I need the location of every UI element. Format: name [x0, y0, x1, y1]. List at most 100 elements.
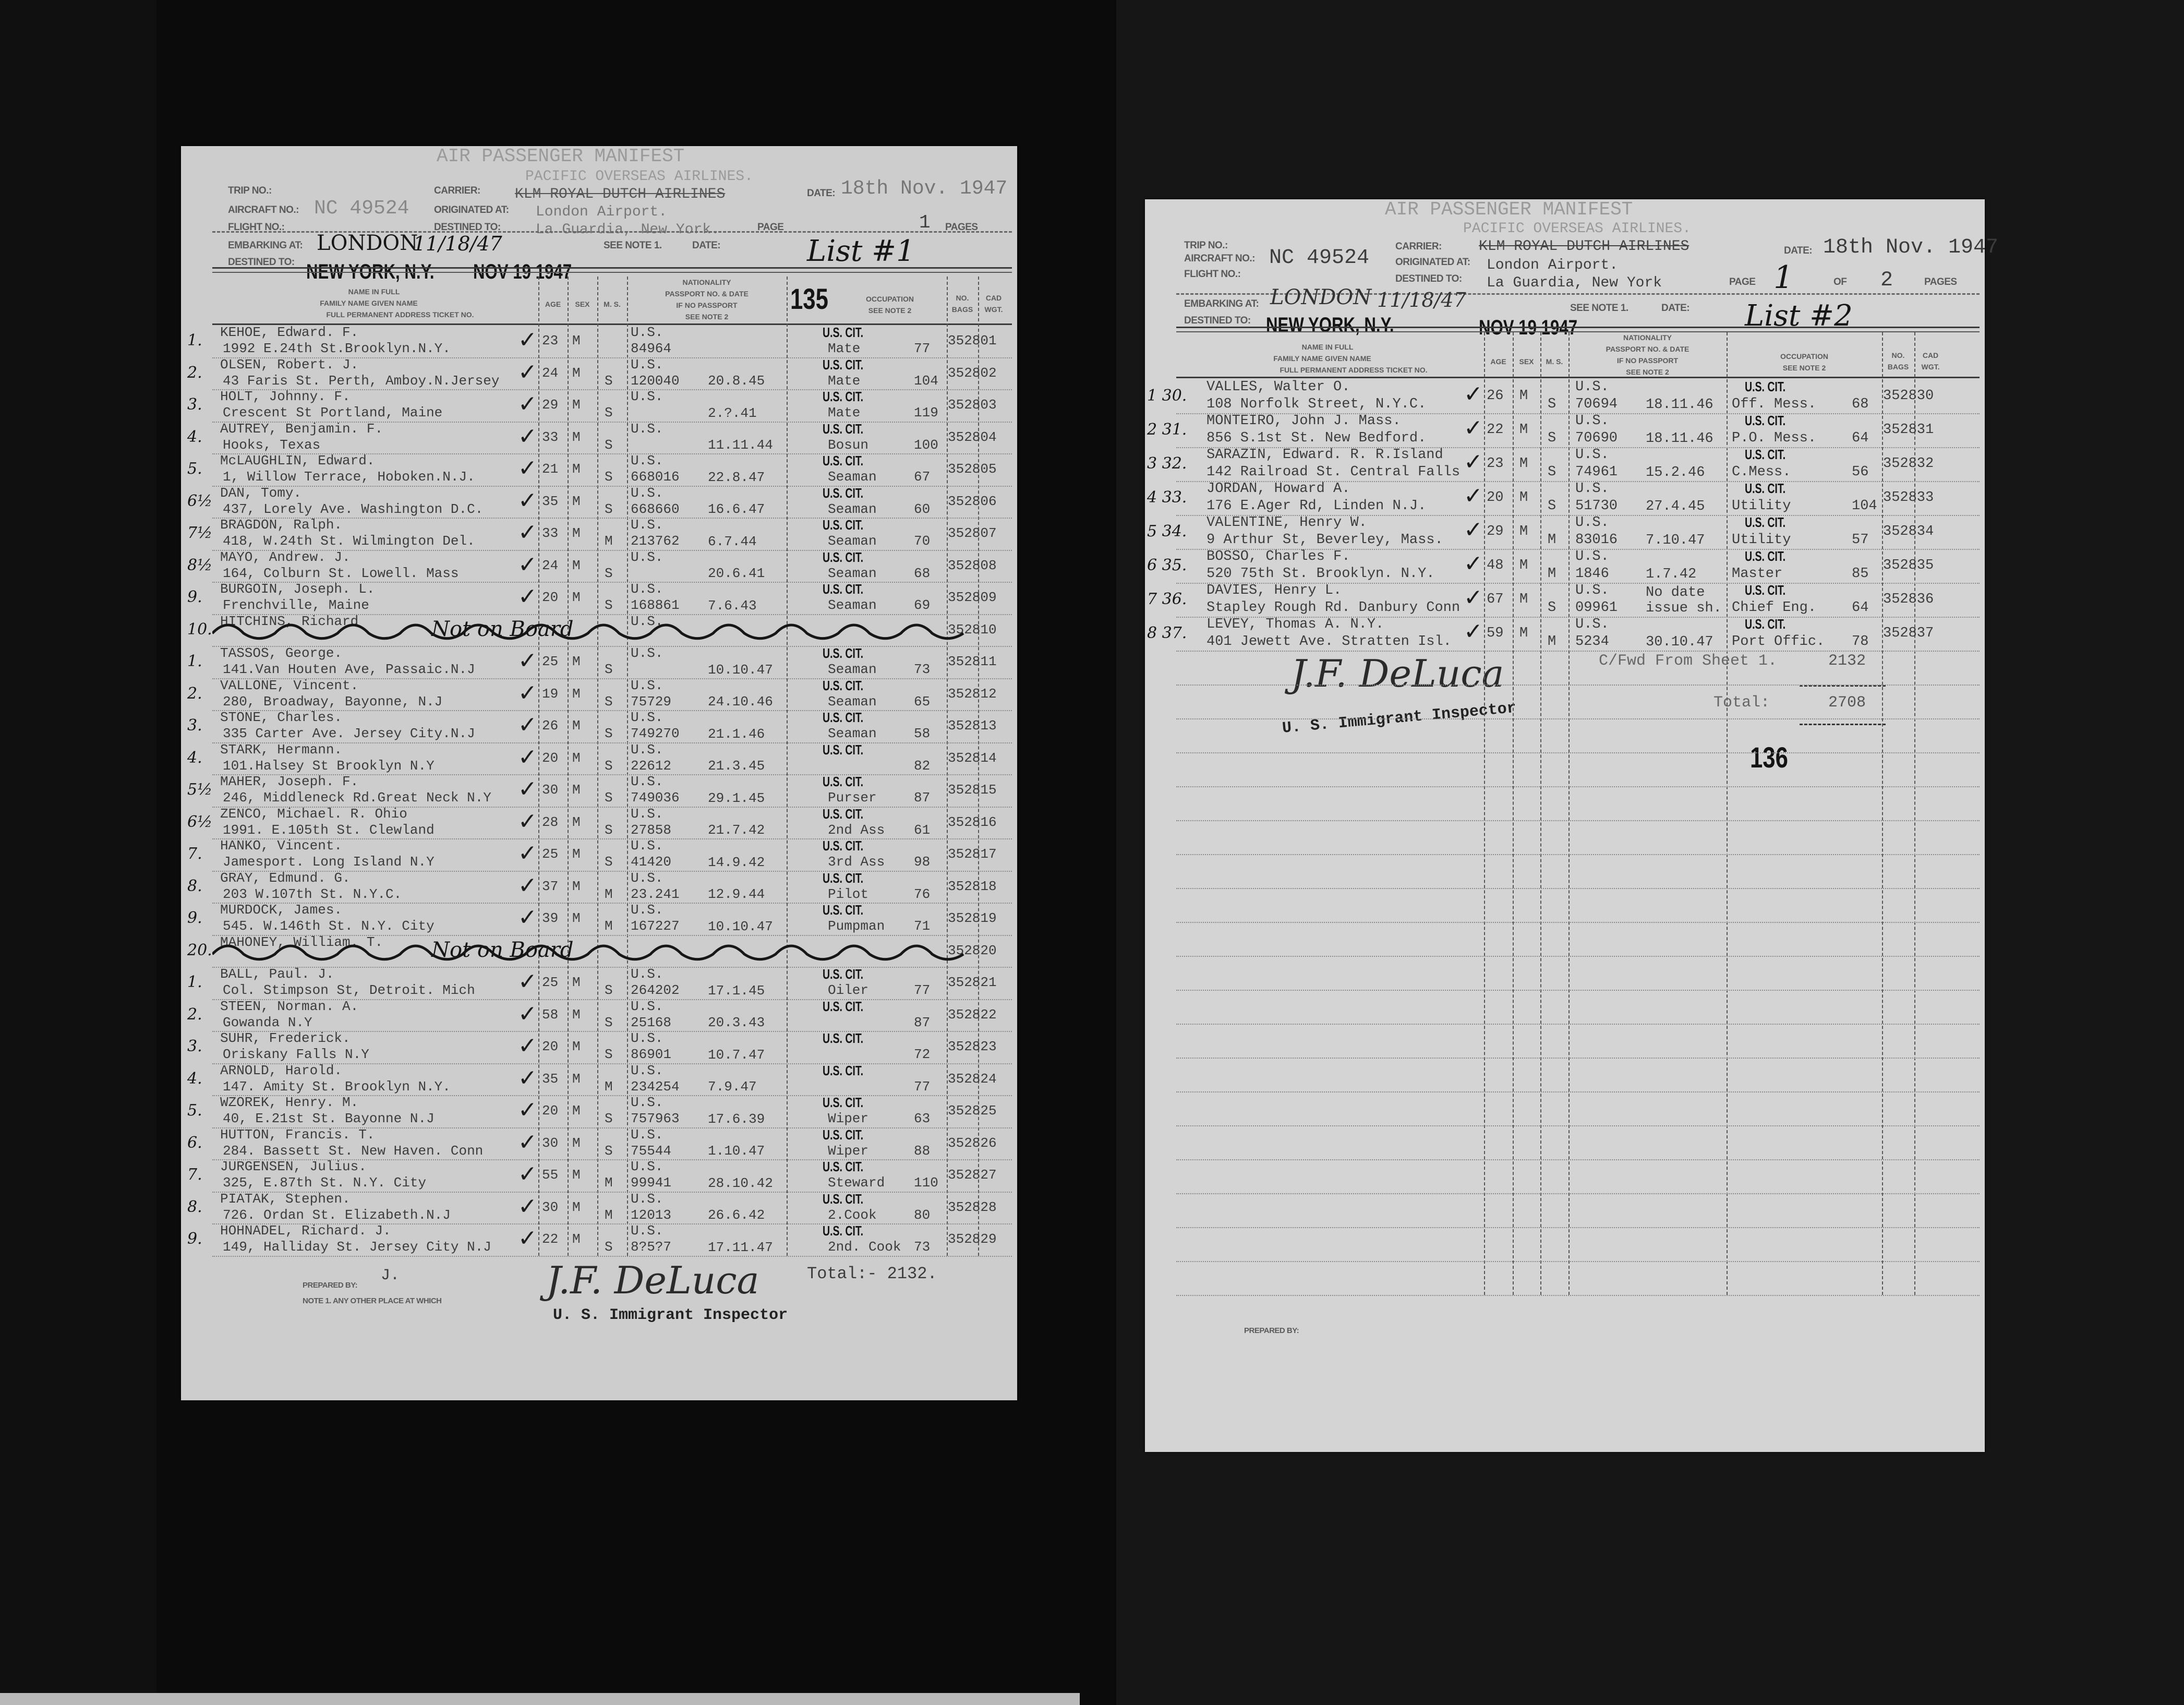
col-header-see-note-2: SEE NOTE 2 [685, 313, 729, 321]
passenger-address: 726. Ordan St. Elizabeth.N.J [223, 1207, 451, 1223]
row-rule [212, 1095, 1012, 1096]
fare-amount: 56 [1852, 464, 1869, 480]
occupation: Seaman [828, 662, 877, 677]
passenger-age: 30 [542, 782, 559, 798]
row-number: 7½ [187, 524, 213, 542]
passenger-age: 20 [1487, 490, 1504, 506]
row-number: 7 36. [1147, 590, 1187, 608]
passport-date: 11.11.44 [708, 437, 773, 453]
passenger-row: 6½ DAN, Tomy. 437, Lorely Ave. Washington … [181, 485, 1017, 518]
passenger-row: 4 33. JORDAN, Howard A. 176 E.Ager Rd, Lin… [1145, 481, 1985, 515]
fare-amount: 77 [914, 1078, 931, 1095]
column-divider [1568, 332, 1570, 1295]
passenger-row: 4. STARK, Hermann. 101.Halsey St Brooklyn … [181, 742, 1017, 775]
col-header-address-ticket: FULL PERMANENT ADDRESS TICKET NO. [326, 310, 474, 319]
passenger-name: MAHER, Joseph. F. [220, 774, 359, 789]
fare-amount: 82 [914, 758, 931, 774]
col-header-no-passport: IF NO PASSPORT [1616, 356, 1679, 365]
ticket-number: 352828 [948, 1199, 997, 1215]
nationality: U.S. [631, 774, 663, 789]
ticket-number: 352831 [1883, 422, 1934, 438]
column-divider [627, 277, 628, 1256]
row-rule [1176, 1159, 1980, 1160]
occupation: Chief Eng. [1732, 600, 1817, 616]
fare-amount: 100 [914, 437, 938, 453]
occupation: Wiper [828, 1111, 869, 1126]
sheet-number-stamp: 135 [790, 282, 828, 315]
passport-date: 16.6.47 [708, 501, 765, 517]
row-rule [1176, 515, 1980, 516]
date-label: DATE: [807, 188, 836, 199]
occupation: Port Offic. [1732, 634, 1825, 650]
row-rule [212, 1031, 1012, 1032]
passenger-row: 8 37. LEVEY, Thomas A. N.Y. 401 Jewett Ave… [1145, 617, 1985, 651]
passenger-row: 1. BALL, Paul. J. Col. Stimpson St, Detroi… [181, 967, 1017, 999]
flight-no-label: FLIGHT NO.: [228, 222, 285, 233]
passenger-sex: M [572, 750, 581, 766]
citizenship-stamp: U.S. CIT. [1745, 379, 1786, 394]
nationality: U.S. [631, 1223, 663, 1239]
nationality: U.S. [631, 1126, 663, 1143]
marital-status: S [1548, 464, 1556, 480]
ticket-number: 352823 [948, 1039, 997, 1054]
col-header-cad: CAD WGT. [1921, 351, 1940, 371]
occupation: Mate [828, 405, 861, 421]
row-number: 9. [187, 1230, 202, 1248]
col-header-cad: CAD WGT. [984, 294, 1003, 314]
nationality: U.S. [1575, 447, 1609, 463]
passport-number: 757963 [631, 1111, 680, 1126]
column-divider [1540, 332, 1541, 1295]
checkmark-icon: ✓ [518, 904, 537, 931]
citizenship-stamp: U.S. CIT. [823, 1062, 864, 1078]
passenger-row: 6 35. BOSSO, Charles F. 520 75th St. Brook… [1145, 549, 1985, 583]
page-total: 2 [1880, 269, 1893, 292]
passenger-address: 280, Broadway, Bayonne, N.J [223, 693, 443, 710]
passenger-sex: M [572, 686, 581, 702]
fare-amount: 60 [914, 501, 931, 517]
passenger-address: 545. W.146th St. N.Y. City [223, 918, 435, 934]
passenger-name: SUHR, Frederick. [220, 1030, 351, 1046]
row-rule [1176, 820, 1980, 821]
destined-to-label: DESTINED TO: [434, 222, 501, 233]
nationality: U.S. [631, 485, 663, 501]
trip-no-label: TRIP NO.: [1184, 240, 1228, 251]
citizenship-stamp: U.S. CIT. [823, 774, 864, 789]
nationality: U.S. [1575, 413, 1609, 429]
passenger-name: HUTTON, Francis. T. [220, 1126, 375, 1143]
column-divider [947, 277, 948, 1256]
fare-amount: 71 [914, 918, 931, 934]
marital-status: S [605, 982, 613, 998]
row-number: 6½ [187, 491, 213, 510]
citizenship-stamp: U.S. CIT. [823, 645, 864, 661]
passenger-address: 520 75th St. Brooklyn. N.Y. [1206, 566, 1435, 582]
passenger-name: BRAGDON, Ralph. [220, 517, 343, 533]
ticket-number: 352805 [948, 461, 997, 477]
ticket-number: 352802 [948, 365, 997, 381]
ticket-number: 352815 [948, 782, 997, 798]
row-rule [212, 646, 1012, 647]
checkmark-icon: ✓ [518, 487, 537, 514]
marital-status: S [1548, 498, 1556, 514]
passenger-name: GRAY, Edmund. G. [220, 870, 351, 886]
passenger-address: 40, E.21st St. Bayonne N.J [223, 1111, 435, 1126]
citizenship-stamp: U.S. CIT. [823, 389, 864, 404]
passenger-name: DAVIES, Henry L. [1206, 583, 1342, 598]
passenger-age: 33 [542, 429, 559, 445]
col-header-bags: NO. BAGS [1887, 351, 1909, 371]
row-rule [1176, 888, 1980, 889]
checkmark-icon: ✓ [518, 1193, 537, 1220]
header-rule [1176, 293, 1980, 295]
passport-date: 21.1.46 [708, 726, 765, 742]
fare-amount: 110 [914, 1175, 938, 1191]
passport-number: 86901 [631, 1047, 672, 1062]
nationality: U.S. [1575, 583, 1609, 598]
passenger-address: 856 S.1st St. New Bedford. [1206, 430, 1427, 446]
passenger-age: 35 [542, 1071, 559, 1087]
passenger-sex: M [572, 397, 581, 413]
prepared-by-label: PREPARED BY: [303, 1281, 358, 1290]
nationality: U.S. [631, 806, 663, 822]
embarking-at-label: EMBARKING AT: [228, 240, 303, 251]
pages-label: PAGES [945, 222, 978, 233]
row-rule [212, 967, 1012, 968]
nationality: U.S. [631, 1030, 663, 1046]
